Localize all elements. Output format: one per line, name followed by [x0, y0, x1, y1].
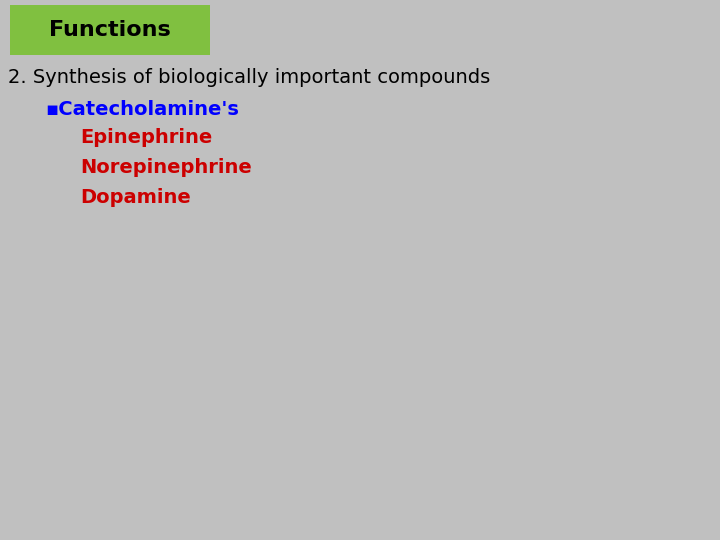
Text: Functions: Functions — [49, 20, 171, 40]
Text: 2. Synthesis of biologically important compounds: 2. Synthesis of biologically important c… — [8, 68, 490, 87]
Text: Dopamine: Dopamine — [80, 188, 191, 207]
Text: Epinephrine: Epinephrine — [80, 128, 212, 147]
Bar — [10, 5, 210, 55]
Text: Norepinephrine: Norepinephrine — [80, 158, 252, 177]
Text: ▪Catecholamine's: ▪Catecholamine's — [45, 100, 239, 119]
